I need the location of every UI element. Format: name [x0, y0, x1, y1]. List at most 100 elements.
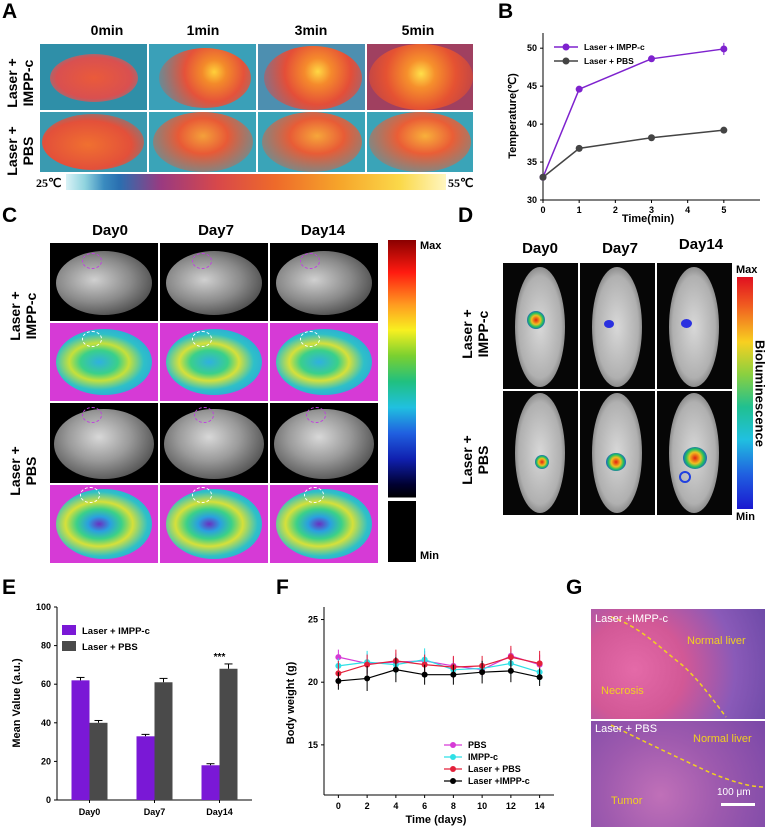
mri-impp-day14: [270, 243, 378, 321]
chart-e-bar-0-2: [201, 765, 220, 800]
chart-b-series-line-0: [542, 48, 724, 178]
panel-a-col-0: 0min: [90, 22, 124, 38]
chart-b-ylabel: Temperature(℃): [507, 73, 519, 159]
chart-e-xtick-label: Day14: [206, 807, 233, 817]
heatmap-impp-day7: [160, 323, 268, 401]
panel-c-color-scale-overlay: [388, 240, 416, 562]
chart-f-point-3-7: [536, 674, 543, 681]
temperature-scale-min: 25℃: [36, 176, 62, 190]
panel-label-g: G: [566, 576, 583, 599]
chart-f-ytick-label: 20: [308, 677, 318, 687]
chart-b-point-1-0: [539, 173, 547, 181]
thermal-image-pbs-0min: [40, 112, 147, 172]
panel-c-row-1-label: Laser + PBS: [7, 446, 39, 496]
chart-f-xtick-label: 12: [506, 801, 516, 811]
histology-laser-impp-c: Laser +IMPP-c Normal liver Necrosis: [591, 609, 765, 719]
mouse-pbs-day0: [503, 391, 578, 515]
thermal-image-pbs-1min: [149, 112, 256, 172]
panel-c-scale-min: Min: [420, 550, 439, 562]
heatmap-impp-day0: [50, 323, 158, 401]
chart-b-ytick-label: 50: [527, 43, 537, 53]
chart-b-point-1-2: [648, 134, 655, 142]
mri-impp-day0: [50, 243, 158, 321]
chart-f-legend-marker-2: [450, 766, 456, 772]
chart-f-ylabel: Body weight (g): [285, 661, 297, 744]
chart-f-legend-3: Laser +IMPP-c: [468, 776, 530, 786]
chart-e-legend: Laser + IMPP-c Laser + PBS: [62, 625, 150, 653]
panel-label-b: B: [498, 0, 514, 23]
chart-e-ytick-label: 80: [41, 641, 51, 651]
thermal-image-pbs-5min: [367, 112, 473, 172]
chart-b-xtick-label: 5: [721, 205, 726, 215]
chart-e-bar-1-0: [89, 722, 108, 800]
histology-top-label: Laser +IMPP-c: [595, 613, 669, 625]
thermal-image-impp-1min: [149, 44, 256, 110]
panel-c-col-0: Day0: [92, 222, 128, 239]
chart-b-ytick-label: 30: [527, 195, 537, 205]
chart-b-xtick-label: 0: [540, 205, 545, 215]
chart-f-point-3-6: [507, 667, 514, 674]
chart-f-xtick-label: 6: [422, 801, 427, 811]
panel-a-row-1-label: Laser + PBS: [4, 126, 36, 176]
panel-d-color-scale: [737, 277, 753, 509]
chart-e-annotation: ***: [214, 652, 226, 663]
chart-e-ylabel: Mean Value (a.u.): [11, 658, 23, 748]
chart-b-legend-0: Laser + IMPP-c: [584, 42, 645, 52]
histology-scale-bar-label: 100 μm: [717, 787, 751, 798]
chart-b-point-1-3: [720, 126, 728, 134]
histology-top-region-1: Normal liver: [687, 635, 746, 647]
panel-d-row-0-label: Laser + IMPP-c: [459, 309, 491, 359]
histology-boundary-top: [610, 616, 727, 718]
chart-b-ytick-label: 45: [527, 81, 537, 91]
chart-f-xtick-label: 10: [477, 801, 487, 811]
mouse-impp-day14: [657, 263, 732, 389]
panel-d-col-0: Day0: [522, 240, 558, 257]
chart-e-xtick-label: Day7: [144, 807, 166, 817]
chart-b-legend-1: Laser + PBS: [584, 56, 634, 66]
chart-b-ytick-label: 40: [527, 119, 537, 129]
chart-b-legend-marker-1: [562, 57, 570, 65]
chart-f-xtick-label: 2: [365, 801, 370, 811]
panel-d-scale-max: Max: [736, 264, 758, 276]
panel-a-col-3: 5min: [401, 22, 435, 38]
mouse-pbs-day7: [580, 391, 655, 515]
chart-b-point-0-2: [648, 55, 655, 63]
panel-a-col-2: 3min: [294, 22, 328, 38]
chart-e-xtick-label: Day0: [79, 807, 101, 817]
chart-e-legend-0: Laser + IMPP-c: [82, 626, 150, 637]
panel-label-c: C: [2, 204, 18, 227]
chart-f-point-2-3: [421, 661, 428, 668]
mouse-pbs-day14: [657, 391, 732, 515]
panel-label-f: F: [276, 576, 289, 599]
chart-f-point-0-0: [335, 654, 342, 661]
panel-d-col-1: Day7: [602, 240, 638, 257]
chart-e-svg: 0 20 40 60 80 100 Day0 Day7 Day14 *** Mean Value…: [11, 602, 252, 817]
histology-boundary-bottom: [610, 724, 765, 788]
chart-f-legend-1: IMPP-c: [468, 752, 498, 762]
chart-b-legend: Laser + IMPP-c Laser + PBS: [554, 42, 645, 66]
panel-c-col-2: Day14: [300, 222, 346, 239]
panel-c-col-1: Day7: [198, 222, 234, 239]
mouse-impp-day0: [503, 263, 578, 389]
panel-a-row-0-label: Laser + IMPP-c: [4, 58, 36, 108]
chart-f-legend-marker-1: [450, 754, 456, 760]
chart-e-ytick-label: 0: [46, 795, 51, 805]
histology-bottom-region-2: Tumor: [611, 795, 643, 807]
chart-e-legend-swatch-1: [62, 641, 76, 651]
panel-c-scale-max: Max: [420, 240, 442, 252]
mri-pbs-day7: [160, 403, 268, 483]
heatmap-pbs-day14: [270, 485, 378, 563]
chart-e-bar-0-0: [71, 680, 90, 800]
chart-b-xtick-label: 2: [613, 205, 618, 215]
chart-b-point-0-3: [720, 45, 728, 53]
chart-f-point-2-1: [364, 661, 371, 668]
temperature-scale-max: 55℃: [448, 176, 474, 190]
chart-e-ytick-label: 40: [41, 718, 51, 728]
chart-b-xlabel: Time(min): [622, 213, 675, 225]
chart-e-legend-1: Laser + PBS: [82, 642, 138, 653]
heatmap-pbs-day0: [50, 485, 158, 563]
panel-label-a: A: [2, 0, 18, 23]
chart-f-series-line-3: [338, 669, 540, 682]
histology-laser-pbs: Laser + PBS Normal liver Tumor 100 μm: [591, 721, 765, 827]
